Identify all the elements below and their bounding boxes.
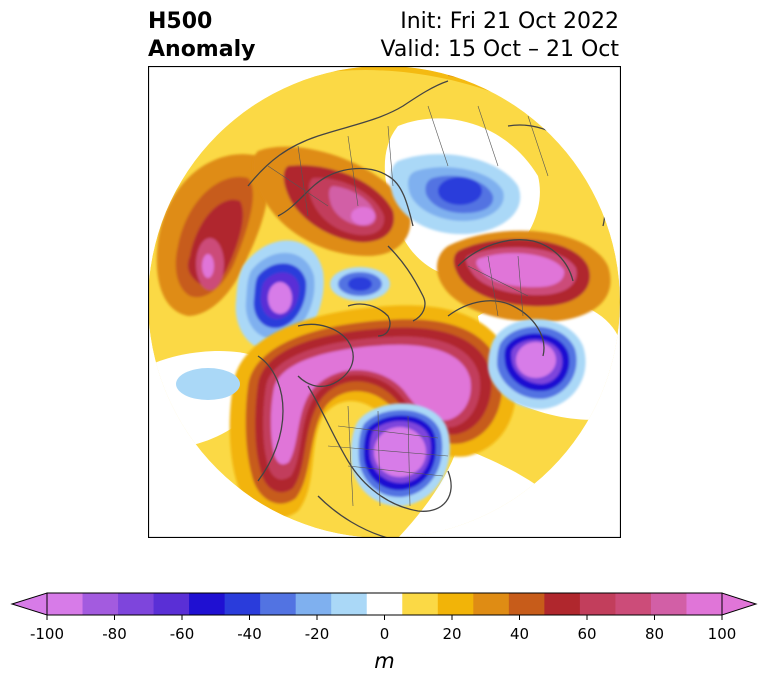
colorbar-segment xyxy=(544,593,581,615)
political-borders xyxy=(267,105,549,507)
colorbar: -100 -80 -60 -40 -20 0 20 40 60 80 100 m xyxy=(10,592,758,673)
colorbar-segment xyxy=(615,593,652,615)
positive-anomaly-west xyxy=(156,154,269,316)
colorbar-tick-label: 60 xyxy=(577,625,596,643)
title-variable: H500 xyxy=(148,9,213,34)
colorbar-extend-high xyxy=(721,592,758,616)
colorbar-segment xyxy=(402,593,439,615)
colorbar-segment xyxy=(437,593,474,615)
chart-title-left: H500 Anomaly xyxy=(148,8,255,64)
colorbar-segment xyxy=(295,593,332,615)
colorbar-segment xyxy=(189,593,226,615)
colorbar-tick-label: 20 xyxy=(442,625,461,643)
colorbar-unit-label: m xyxy=(374,649,394,673)
colorbar-segment xyxy=(47,593,84,615)
colorbar-segment xyxy=(331,593,368,615)
colorbar-segment xyxy=(260,593,297,615)
colorbar-segment xyxy=(153,593,190,615)
colorbar-segment xyxy=(579,593,616,615)
title-field: Anomaly xyxy=(148,37,256,62)
init-time-label: Init: Fri 21 Oct 2022 xyxy=(400,9,619,34)
negative-anomaly-north xyxy=(390,154,521,235)
colorbar-tick-label: -100 xyxy=(30,625,64,643)
anomaly-field xyxy=(148,66,620,538)
colorbar-tick-label: 0 xyxy=(380,625,390,643)
colorbar-segment xyxy=(686,593,723,615)
negative-anomaly-east xyxy=(488,319,586,410)
valid-period-label: Valid: 15 Oct – 21 Oct xyxy=(380,37,619,62)
positive-anomaly-north xyxy=(252,146,411,256)
colorbar-segment xyxy=(82,593,119,615)
colorbar-tick-label: 100 xyxy=(708,625,737,643)
map-frame xyxy=(148,66,621,538)
colorbar-segment xyxy=(508,593,545,615)
colorbar-segment xyxy=(118,593,155,615)
chart-title-right: Init: Fri 21 Oct 2022 Valid: 15 Oct – 21… xyxy=(381,8,619,64)
positive-anomaly-central xyxy=(229,305,516,518)
negative-anomaly-weak xyxy=(176,368,240,400)
positive-anomaly-east xyxy=(436,230,611,322)
colorbar-extend-low xyxy=(10,592,48,616)
negative-anomaly-small xyxy=(330,267,390,301)
colorbar-segment xyxy=(366,593,403,615)
colorbar-tick-label: -60 xyxy=(170,625,195,643)
colorbar-tick-label: -40 xyxy=(237,625,262,643)
colorbar-segment xyxy=(473,593,510,615)
colorbar-tick-label: 80 xyxy=(645,625,664,643)
colorbar-segment xyxy=(224,593,261,615)
colorbar-segment xyxy=(650,593,687,615)
colorbar-tick-label: 40 xyxy=(510,625,529,643)
colorbar-tick-label: -80 xyxy=(102,625,127,643)
colorbar-tick-label: -20 xyxy=(305,625,330,643)
anomaly-map xyxy=(148,66,621,538)
